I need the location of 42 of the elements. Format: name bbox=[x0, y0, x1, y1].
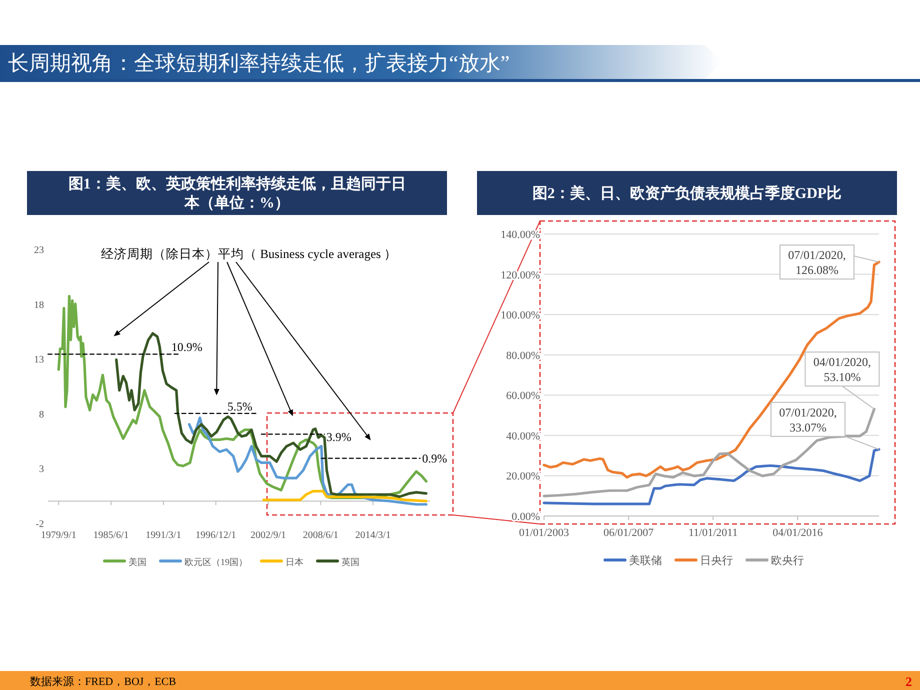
legend-label: 美联储 bbox=[629, 554, 662, 567]
text: 2 bbox=[906, 674, 912, 689]
legend-label: 欧央行 bbox=[771, 554, 804, 567]
y-tick-label: 40.00% bbox=[506, 430, 540, 442]
y-tick-label: 13 bbox=[34, 354, 44, 366]
x-tick-label: 06/01/2007 bbox=[603, 527, 654, 539]
annotation: 10.9% bbox=[171, 340, 202, 354]
y-tick-label: 8 bbox=[39, 409, 44, 420]
y-tick-label: 100.00% bbox=[500, 310, 540, 322]
y-tick-label: 20.00% bbox=[506, 470, 540, 483]
legend-label: 美国 bbox=[128, 557, 146, 567]
annotation: 5.5% bbox=[227, 399, 252, 414]
y-tick-label: -2 bbox=[36, 519, 44, 530]
chart-title: 图1：美、欧、英政策性利率持续走低，且趋同于日本（单位：%） bbox=[68, 174, 406, 212]
chart-title: 图2：美、日、欧资产负债表规模占季度GDP比 bbox=[532, 184, 842, 202]
x-tick-label: 1985/6/1 bbox=[93, 530, 129, 541]
x-tick-label: 1979/9/1 bbox=[40, 530, 76, 541]
legend-label: 欧元区（19国） bbox=[184, 557, 248, 567]
x-tick-label: 11/01/2011 bbox=[688, 527, 738, 539]
annotation: 0.9% bbox=[422, 451, 448, 466]
annotation: 经济周期（除日本）平均（ Business cycle averages ） bbox=[100, 247, 398, 261]
legend-label: 日本 bbox=[286, 557, 304, 567]
y-tick-label: 18 bbox=[34, 300, 44, 311]
x-tick-label: 04/01/2016 bbox=[772, 527, 824, 539]
annotation: 04/01/2020, 53.10% bbox=[813, 355, 872, 384]
x-tick-label: 2002/9/1 bbox=[250, 530, 286, 541]
y-tick-label: 60.00% bbox=[506, 390, 540, 402]
x-tick-label: 2008/6/1 bbox=[302, 530, 338, 541]
text: 长周期视角：全球短期利率持续走低，扩表接力“放水” bbox=[8, 51, 510, 75]
y-tick-label: 23 bbox=[34, 245, 44, 256]
legend-label: 日央行 bbox=[700, 554, 733, 567]
x-tick-label: 1991/3/1 bbox=[146, 530, 182, 541]
source-note: 数据来源：FRED，BOJ，ECB bbox=[30, 675, 176, 688]
legend-label: 英国 bbox=[342, 557, 360, 567]
y-tick-label: 3 bbox=[39, 464, 44, 476]
annotation: 07/01/2020, 126.08% bbox=[788, 248, 846, 278]
y-tick-label: 80.00% bbox=[506, 350, 540, 362]
x-tick-label: 1996/12/1 bbox=[196, 530, 236, 541]
x-tick-label: 01/01/2003 bbox=[518, 527, 570, 539]
annotation: 3.9% bbox=[326, 430, 352, 444]
y-tick-label: 0.00% bbox=[512, 511, 540, 523]
x-tick-label: 2014/3/1 bbox=[355, 530, 391, 541]
